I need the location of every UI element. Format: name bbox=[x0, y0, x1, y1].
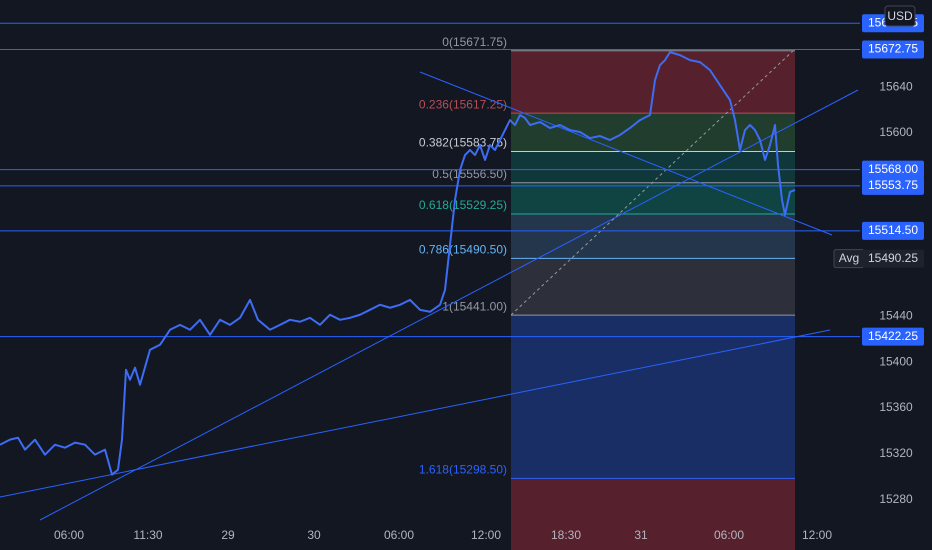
x-tick-label: 31 bbox=[634, 528, 648, 542]
trend-lines bbox=[0, 48, 859, 521]
price-line-series bbox=[0, 51, 796, 476]
fib-zone bbox=[511, 182, 795, 214]
x-tick-label: 06:00 bbox=[384, 528, 414, 542]
fib-label: 0.5(15556.50) bbox=[432, 167, 507, 181]
price-label: 15422.25 bbox=[868, 329, 918, 343]
fib-label: 1(15441.00) bbox=[442, 299, 507, 313]
y-tick-label: 15600 bbox=[879, 125, 913, 139]
fib-zone bbox=[511, 258, 795, 316]
fib-zone bbox=[511, 151, 795, 183]
trend-line bbox=[419, 71, 833, 236]
price-label-box bbox=[862, 160, 924, 179]
fib-trend bbox=[510, 48, 796, 316]
price-label: 15568.00 bbox=[868, 162, 918, 176]
price-label-box bbox=[862, 176, 924, 195]
fib-retracement: 0(15671.75) 0.236(15617.25) 0.382(15583.75… bbox=[419, 35, 795, 550]
y-tick-label: 15640 bbox=[879, 79, 913, 93]
axis-labels: 15280 15320 15360 15400 15440 15600 15640 06:00… bbox=[54, 14, 924, 542]
y-tick-label: 15360 bbox=[879, 400, 913, 414]
fib-zone bbox=[511, 478, 795, 550]
x-tick-label: 29 bbox=[221, 528, 235, 542]
currency: USD bbox=[887, 9, 913, 23]
price-label-box bbox=[862, 327, 924, 346]
fib-label: 0.236(15617.25) bbox=[419, 97, 507, 111]
trend-line bbox=[39, 89, 859, 521]
price-label: 15514.50 bbox=[868, 223, 918, 237]
x-tick-label: 06:00 bbox=[54, 528, 84, 542]
fib-zone bbox=[511, 113, 795, 152]
plot bbox=[0, 22, 860, 476]
y-tick-label: 15320 bbox=[879, 446, 913, 460]
avg-label: 15490.25 bbox=[868, 251, 918, 265]
price-label-box bbox=[862, 221, 924, 240]
fib-label: 0(15671.75) bbox=[442, 35, 507, 49]
x-tick-label: 30 bbox=[307, 528, 321, 542]
price-label-box bbox=[862, 40, 924, 59]
avg-tag: Avg bbox=[839, 251, 859, 265]
price-label: 15672.75 bbox=[868, 42, 918, 56]
fib-zone bbox=[511, 213, 795, 259]
x-tick-label: 12:00 bbox=[471, 528, 501, 542]
x-tick-label: 18:30 bbox=[551, 528, 581, 542]
fib-label: 0.786(15490.50) bbox=[419, 243, 507, 257]
x-tick-label: 11:30 bbox=[133, 528, 162, 542]
fib-label: 0.382(15583.75) bbox=[419, 136, 507, 150]
fib-label: 1.618(15298.50) bbox=[419, 463, 507, 477]
y-tick-label: 15440 bbox=[879, 308, 913, 322]
fib-zone bbox=[511, 315, 795, 479]
fib-label: 0.618(15529.25) bbox=[419, 198, 507, 212]
y-tick-label: 15280 bbox=[879, 492, 913, 506]
y-tick-label: 15400 bbox=[879, 354, 913, 368]
trend-line bbox=[0, 329, 831, 498]
avg-label-box bbox=[862, 249, 924, 268]
x-tick-label: 12:00 bbox=[802, 528, 832, 542]
fib-zone bbox=[511, 50, 795, 114]
x-tick-label: 06:00 bbox=[714, 528, 744, 542]
currency-box[interactable] bbox=[884, 5, 916, 27]
price-axis bbox=[860, 0, 932, 550]
price-label: 15553.75 bbox=[868, 178, 918, 192]
